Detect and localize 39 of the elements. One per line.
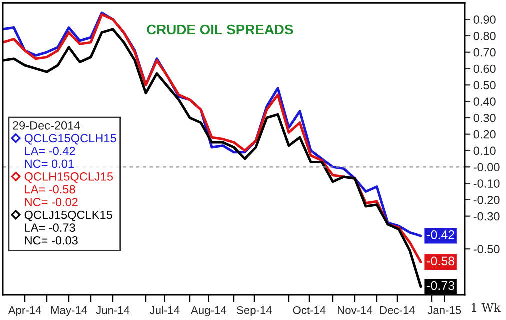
x-tick-label: Sep-14: [237, 306, 272, 317]
y-tick-label: 0.90: [474, 16, 496, 24]
y-tick-label: 0.10: [474, 146, 496, 156]
text: 1 Wk: [472, 303, 502, 312]
y-tick-label: -0.20: [474, 196, 500, 204]
y-tick-label: 0.80: [474, 32, 496, 40]
x-tick-label: Aug-14: [190, 306, 226, 317]
y-tick-label: 0.20: [474, 130, 496, 139]
annotation: NC= 0.01: [25, 160, 74, 168]
data-label: -0.42: [427, 230, 454, 240]
y-tick-label: 0.30: [474, 114, 496, 122]
annotation: LA= -0.58: [25, 185, 76, 194]
legend-label: QCLG15QCLH15: [24, 134, 116, 145]
y-tick-label: -0.30: [474, 212, 500, 221]
y-tick-label: -0.10: [474, 180, 500, 188]
x-tick-label: Nov-14: [338, 306, 373, 314]
data-label: -0.73: [427, 281, 455, 290]
y-tick-label: 0.70: [474, 48, 496, 57]
x-tick-label: Jul-14: [150, 306, 180, 314]
x-tick-label: Jun-14: [96, 306, 130, 314]
annotation: NC= -0.02: [25, 198, 78, 206]
y-tick-label: 0.50: [474, 81, 496, 90]
annotation: LA= -0.42: [25, 147, 76, 156]
y-tick-label: 0.40: [474, 98, 496, 106]
x-tick-label: Oct-14: [293, 306, 326, 314]
y-tick-label: -0.00: [474, 163, 500, 172]
data-label: -0.58: [427, 256, 455, 266]
annotation: NC= -0.03: [25, 236, 78, 245]
x-tick-label: Dec-14: [380, 306, 416, 314]
annotation: LA= -0.73: [25, 224, 76, 232]
x-tick-label: Apr-14: [8, 306, 42, 317]
x-tick-label: May-14: [51, 306, 88, 317]
legend-title: 29-Dec-2014: [13, 121, 80, 130]
legend-label: QCLJ15QCLK15: [24, 210, 112, 222]
y-tick-label: 0.60: [474, 64, 496, 74]
text: CRUDE OIL SPREADS: [147, 24, 294, 35]
x-tick-label: Jan-15: [428, 306, 462, 314]
legend-label: QCLH15QCLJ15: [24, 172, 114, 184]
y-tick-label: -0.50: [474, 245, 500, 254]
